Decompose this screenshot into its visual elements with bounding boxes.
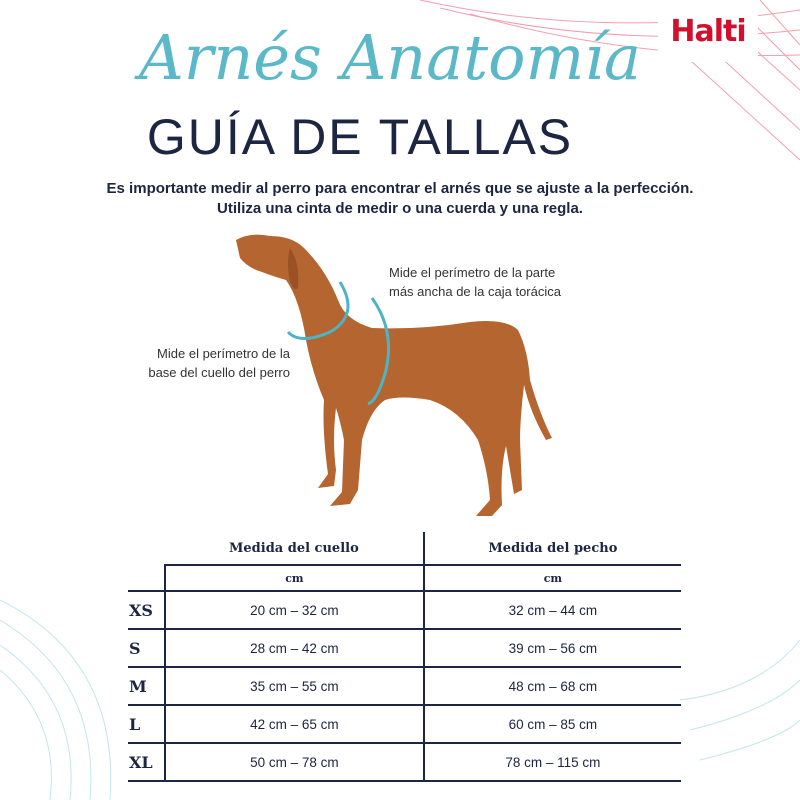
- unit-row: cm cm: [128, 564, 681, 591]
- chest-range: 32 cm – 44 cm: [422, 590, 681, 629]
- neck-range: 20 cm – 32 cm: [164, 590, 424, 629]
- table-row: XL 50 cm – 78 cm 78 cm – 115 cm: [128, 742, 681, 782]
- size-label: XL: [128, 742, 165, 782]
- size-table: Medida del cuello Medida del pecho cm cm…: [128, 532, 681, 782]
- neck-instruction: Mide el perímetro de la base del cuello d…: [148, 346, 290, 380]
- header-neck: Medida del cuello: [229, 540, 359, 556]
- intro-line-2: Utiliza una cinta de medir o una cuerda …: [217, 200, 583, 217]
- chest-range: 60 cm – 85 cm: [422, 704, 681, 743]
- table-row: XS 20 cm – 32 cm 32 cm – 44 cm: [128, 590, 681, 629]
- table-row: M 35 cm – 55 cm 48 cm – 68 cm: [128, 666, 681, 705]
- neck-range: 35 cm – 55 cm: [164, 666, 424, 705]
- chest-range: 39 cm – 56 cm: [422, 628, 681, 667]
- intro-line-1: Es importante medir al perro para encont…: [106, 180, 694, 197]
- product-name: Arnés Anatomía: [138, 21, 642, 94]
- size-label: L: [128, 704, 165, 743]
- table-row: L 42 cm – 65 cm 60 cm – 85 cm: [128, 704, 681, 743]
- chest-range: 48 cm – 68 cm: [422, 666, 681, 705]
- neck-range: 28 cm – 42 cm: [164, 628, 424, 667]
- table-row: S 28 cm – 42 cm 39 cm – 56 cm: [128, 628, 681, 667]
- halti-logo: Halti: [658, 0, 758, 62]
- size-label: S: [128, 628, 165, 667]
- header-chest: Medida del pecho: [422, 532, 681, 565]
- chest-instruction: Mide el perímetro de la parte más ancha d…: [389, 265, 561, 299]
- size-label: XS: [128, 590, 165, 629]
- size-label: M: [128, 666, 165, 705]
- page-title: GUÍA DE TALLAS: [146, 109, 574, 165]
- chest-range: 78 cm – 115 cm: [422, 742, 681, 782]
- neck-range: 50 cm – 78 cm: [164, 742, 424, 782]
- table-header: Medida del cuello Medida del pecho: [128, 532, 681, 565]
- neck-range: 42 cm – 65 cm: [164, 704, 424, 743]
